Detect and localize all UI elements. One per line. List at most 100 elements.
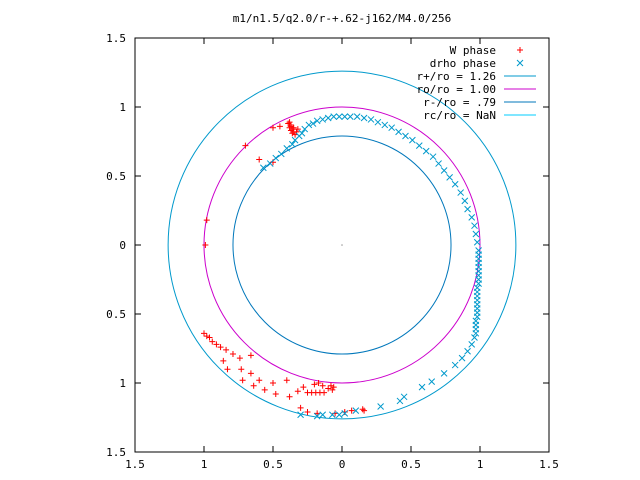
data-point bbox=[305, 121, 313, 129]
data-point bbox=[458, 354, 466, 362]
data-point bbox=[236, 355, 243, 362]
data-point bbox=[440, 167, 448, 174]
data-point bbox=[203, 217, 210, 224]
data-point bbox=[409, 136, 416, 144]
data-point bbox=[359, 406, 366, 413]
data-point bbox=[223, 346, 230, 353]
data-point bbox=[457, 189, 465, 196]
data-point bbox=[341, 113, 349, 121]
data-point bbox=[361, 407, 368, 414]
data-point bbox=[309, 120, 317, 127]
data-point bbox=[319, 116, 327, 123]
data-point bbox=[319, 382, 326, 389]
y-tick-label: 1 bbox=[119, 101, 126, 114]
data-point bbox=[294, 126, 301, 133]
y-tick-label: 1.5 bbox=[106, 446, 126, 459]
legend-label: r+/ro = 1.26 bbox=[417, 70, 496, 83]
circle-series bbox=[167, 70, 517, 420]
y-tick-label: 0.5 bbox=[106, 170, 126, 183]
data-point bbox=[446, 174, 453, 181]
y-tick-label: 1 bbox=[119, 377, 126, 390]
x-tick-label: 1.5 bbox=[539, 458, 559, 471]
data-point bbox=[428, 378, 436, 385]
data-point bbox=[395, 128, 402, 136]
data-point bbox=[341, 410, 349, 417]
data-point bbox=[283, 377, 290, 384]
data-point bbox=[348, 407, 355, 414]
data-point bbox=[381, 121, 389, 129]
data-point bbox=[388, 124, 396, 132]
data-point bbox=[238, 366, 245, 373]
legend-label: rc/ro = NaN bbox=[423, 109, 496, 122]
data-point bbox=[292, 131, 299, 138]
x-tick-label: 0.5 bbox=[263, 458, 283, 471]
data-point bbox=[290, 124, 297, 131]
data-point bbox=[288, 140, 296, 148]
data-point bbox=[287, 123, 294, 130]
data-point bbox=[415, 142, 423, 149]
data-point bbox=[341, 408, 348, 415]
data-point bbox=[285, 120, 292, 127]
data-point bbox=[242, 142, 249, 149]
data-point bbox=[472, 329, 480, 337]
data-point bbox=[335, 411, 343, 419]
data-point bbox=[314, 410, 321, 417]
center-dot bbox=[341, 244, 343, 246]
legend-label: r-/ro = .79 bbox=[423, 96, 496, 109]
data-point bbox=[471, 334, 478, 341]
data-point bbox=[475, 280, 482, 287]
data-point bbox=[461, 197, 469, 205]
plot-area: 1.5 1 0.5 0 0.5 1 1.51.510.500.511.5 bbox=[106, 32, 559, 471]
data-point bbox=[468, 214, 476, 221]
data-point bbox=[202, 242, 209, 248]
data-point bbox=[464, 205, 471, 213]
data-point bbox=[346, 113, 354, 121]
data-point bbox=[272, 154, 280, 162]
data-point bbox=[402, 132, 409, 140]
data-point bbox=[315, 380, 322, 386]
data-point bbox=[374, 118, 382, 126]
data-point bbox=[283, 145, 291, 152]
data-point bbox=[286, 393, 293, 400]
y-tick-label: 0.5 bbox=[106, 308, 126, 321]
data-point bbox=[259, 164, 267, 172]
data-point bbox=[300, 384, 307, 391]
data-point bbox=[224, 366, 231, 373]
data-point bbox=[272, 391, 279, 398]
data-point bbox=[213, 341, 220, 348]
data-point bbox=[286, 119, 293, 126]
chart-title: m1/n1.5/q2.0/r-+.62-j162/M4.0/256 bbox=[233, 12, 452, 25]
x-tick-label: 0.5 bbox=[401, 458, 421, 471]
data-point bbox=[472, 230, 480, 238]
data-point bbox=[277, 150, 285, 158]
legend-label: ro/ro = 1.00 bbox=[417, 83, 496, 96]
data-point bbox=[209, 338, 216, 345]
legend-label: drho phase bbox=[430, 57, 496, 70]
data-point bbox=[313, 117, 321, 125]
data-point bbox=[435, 160, 442, 167]
data-point bbox=[270, 380, 276, 386]
x-tick-label: 1 bbox=[201, 458, 208, 471]
data-point bbox=[256, 156, 263, 163]
legend-label: W phase bbox=[450, 44, 496, 57]
y-tick-label: 0 bbox=[119, 239, 126, 252]
data-point bbox=[429, 153, 437, 161]
data-point bbox=[396, 397, 404, 405]
legend-marker bbox=[516, 59, 524, 67]
data-point bbox=[293, 128, 300, 135]
data-point bbox=[304, 408, 311, 415]
data-point bbox=[473, 238, 481, 246]
data-point bbox=[352, 407, 360, 414]
data-point bbox=[468, 341, 476, 348]
data-point bbox=[377, 403, 384, 410]
data-point bbox=[250, 382, 257, 389]
data-point bbox=[270, 124, 276, 131]
data-point bbox=[471, 222, 478, 230]
data-point bbox=[220, 357, 227, 364]
data-point bbox=[289, 130, 296, 137]
data-point bbox=[297, 411, 304, 419]
data-point bbox=[360, 114, 368, 122]
data-point bbox=[297, 404, 304, 411]
data-point bbox=[451, 180, 459, 188]
